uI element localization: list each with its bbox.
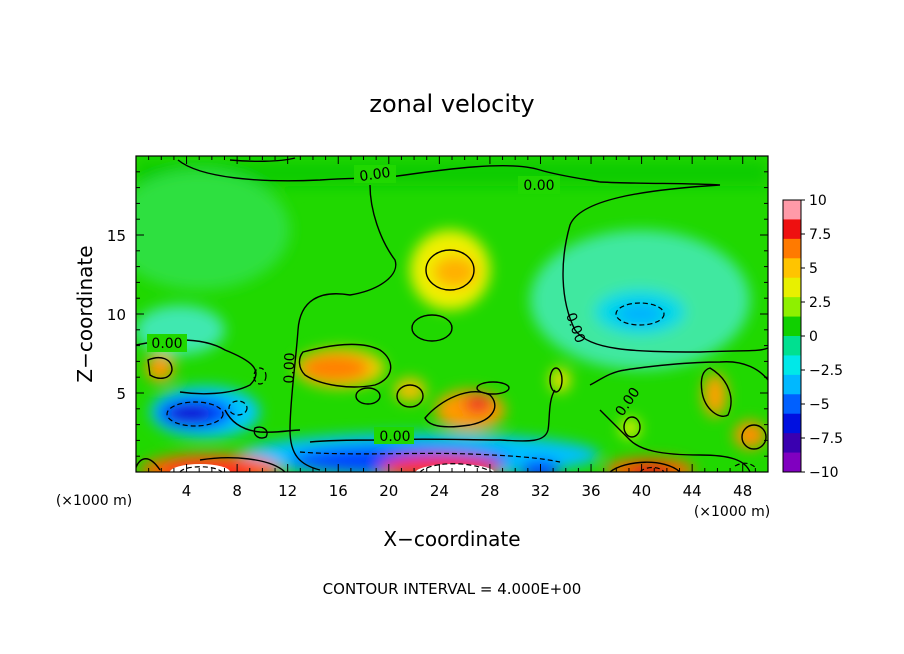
colorbar-swatch <box>783 297 801 318</box>
x-tick-label: 24 <box>430 482 449 500</box>
x-tick-label: 36 <box>581 482 600 500</box>
x-tick-label: 8 <box>232 482 242 500</box>
x-unit-left: (×1000 m) <box>56 493 132 509</box>
colorbar-swatch <box>783 219 801 240</box>
x-tick-label: 44 <box>683 482 702 500</box>
colorbar-tick-label: −2.5 <box>809 363 843 379</box>
colorbar-swatch <box>783 336 801 356</box>
x-unit-right: (×1000 m) <box>694 504 770 520</box>
contour-labels: 0.00 0.00 0.00 0.00 0.00 0.00 0.00 <box>147 165 643 445</box>
negative-contours <box>166 302 757 472</box>
colorbar-tick-label: 2.5 <box>809 295 831 311</box>
x-axis-label: X−coordinate <box>383 527 520 551</box>
y-axis: 5 10 15 <box>107 171 768 457</box>
y-tick-label: 15 <box>107 227 126 245</box>
x-tick-label: 28 <box>480 482 499 500</box>
contour-label: 0.00 <box>358 165 391 185</box>
y-tick-label: 5 <box>116 385 126 403</box>
colorbar-swatch <box>783 374 801 395</box>
x-tick-label: 4 <box>182 482 192 500</box>
colorbar-swatch <box>783 238 801 259</box>
plot-area: 0.00 0.00 0.00 0.00 0.00 0.00 0.00 <box>136 156 768 472</box>
colorbar-swatch <box>783 200 801 220</box>
colorbar-tick-label: 10 <box>809 193 827 209</box>
x-tick-label: 12 <box>278 482 297 500</box>
colorbar-swatch <box>783 277 801 298</box>
colorbar-swatch <box>783 258 801 279</box>
colorbar-tick-label: 7.5 <box>809 227 831 243</box>
y-axis-label: Z−coordinate <box>73 245 97 382</box>
colorbar-swatch <box>783 433 801 454</box>
contour-interval-note: CONTOUR INTERVAL = 4.000E+00 <box>323 580 582 598</box>
x-tick-label: 48 <box>733 482 752 500</box>
colorbar-swatch <box>783 316 801 337</box>
colorbar: 10 7.5 5 2.5 0 −2.5 −5 −7.5 −10 <box>782 193 843 481</box>
x-tick-label: 16 <box>329 482 348 500</box>
contour-label: 0.00 <box>379 429 410 445</box>
y-tick-label: 10 <box>107 306 126 324</box>
colorbar-swatch <box>783 452 801 473</box>
colorbar-tick-label: 0 <box>809 329 818 345</box>
colorbar-tick-label: 5 <box>809 261 818 277</box>
x-tick-label: 20 <box>379 482 398 500</box>
colorbar-tick-label: −5 <box>809 397 830 413</box>
contour-label: 0.00 <box>281 352 298 384</box>
chart-title: zonal velocity <box>369 90 534 118</box>
colorbar-swatch <box>783 413 801 434</box>
colorbar-tick-label: −10 <box>809 465 839 481</box>
x-axis: 4 8 12 16 20 24 28 32 36 40 44 48 <box>148 156 756 500</box>
contour-lines <box>136 157 768 472</box>
colorbar-tick-label: −7.5 <box>809 431 843 447</box>
colorbar-swatch <box>783 394 801 415</box>
contour-label: 0.00 <box>151 336 182 352</box>
contour-label: 0.00 <box>523 178 554 194</box>
colorbar-swatch <box>783 355 801 376</box>
x-tick-label: 32 <box>531 482 550 500</box>
x-tick-label: 40 <box>632 482 651 500</box>
